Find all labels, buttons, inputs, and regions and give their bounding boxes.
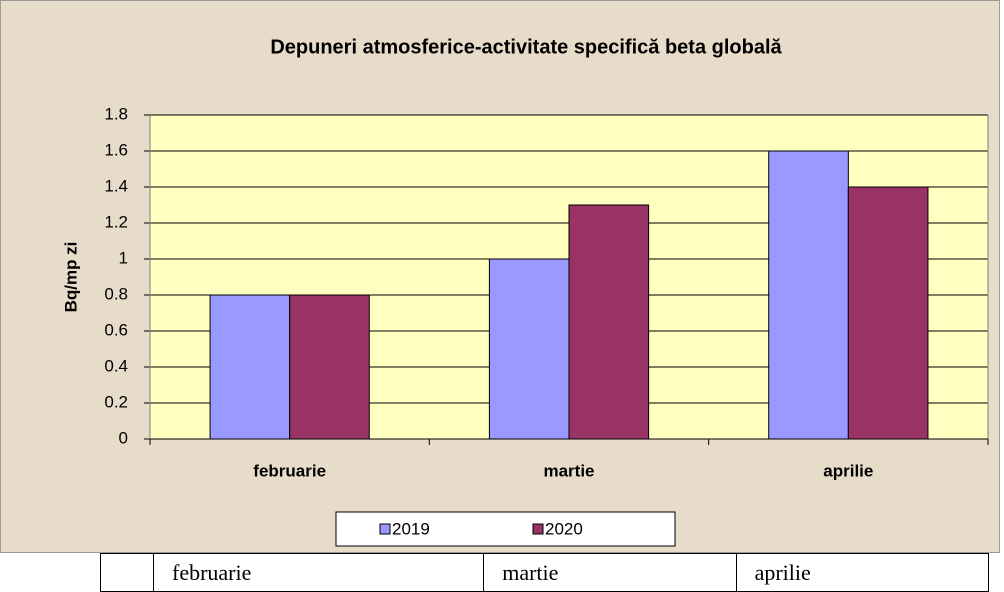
y-axis-label: Bq/mp zi — [61, 242, 80, 313]
bar — [847, 186, 929, 440]
table-cell: aprilie — [735, 553, 990, 592]
bar — [289, 294, 370, 440]
y-tick-label: 1 — [119, 248, 128, 267]
y-tick-label: 0.4 — [104, 356, 128, 375]
bar — [488, 258, 570, 440]
y-tick-label: 0.2 — [104, 392, 128, 411]
x-tick-label: martie — [543, 461, 594, 480]
legend-swatch — [532, 523, 544, 535]
legend-swatch — [379, 523, 391, 535]
table: februarie martie aprilie — [100, 553, 990, 592]
table-row: februarie martie aprilie — [100, 553, 990, 592]
bar — [568, 204, 650, 440]
x-tick-label: februarie — [253, 461, 326, 480]
bar — [209, 294, 291, 440]
y-tick-label: 1.2 — [104, 212, 128, 231]
y-tick-label: 1.8 — [104, 104, 128, 123]
chart-title: Depuneri atmosferice-activitate specific… — [270, 36, 782, 58]
legend — [335, 511, 676, 547]
table-cell: februarie — [152, 553, 485, 592]
bar — [768, 150, 849, 440]
y-tick-label: 1.4 — [104, 176, 128, 195]
y-tick-label: 1.6 — [104, 140, 128, 159]
y-tick-label: 0.8 — [104, 284, 128, 303]
legend-label: 2020 — [545, 519, 583, 538]
x-tick-label: aprilie — [823, 461, 873, 480]
empty-cell — [100, 553, 154, 592]
table-cell: martie — [483, 553, 737, 592]
chart: Depuneri atmosferice-activitate specific… — [0, 0, 1000, 553]
y-tick-label: 0 — [119, 428, 128, 447]
y-tick-label: 0.6 — [104, 320, 128, 339]
legend-label: 2019 — [392, 519, 430, 538]
